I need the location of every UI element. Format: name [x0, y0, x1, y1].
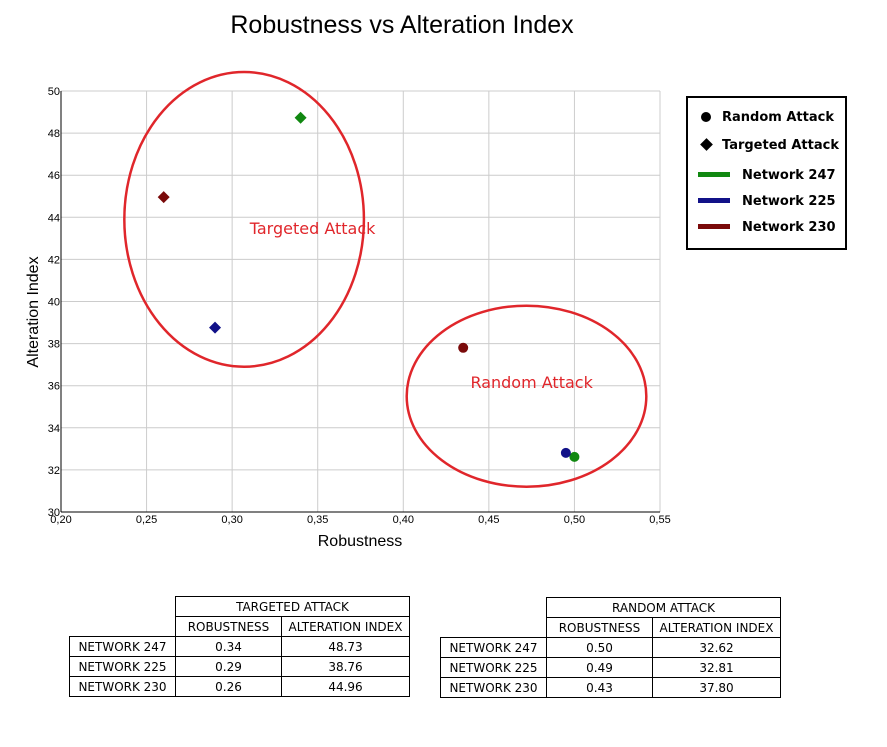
y-tick-label: 44	[48, 212, 60, 224]
table-cell: 0.29	[175, 656, 282, 677]
x-tick-label: 0,35	[307, 514, 328, 526]
y-tick-label: 36	[48, 381, 60, 393]
x-tick-label: 0,50	[564, 514, 585, 526]
column-header: ALTERATION INDEX	[281, 616, 410, 637]
y-tick-label: 42	[48, 254, 60, 266]
annotation-label: Random Attack	[470, 373, 593, 392]
table-row: NETWORK 230 0.26 44.96	[69, 676, 410, 697]
legend-label: Network 225	[742, 193, 836, 209]
data-point-circle	[569, 451, 580, 462]
chart-legend: Random Attack Targeted Attack Network 24…	[686, 96, 847, 250]
y-tick-label: 32	[48, 465, 60, 477]
annotation-label: Targeted Attack	[249, 219, 376, 238]
data-point-circle	[458, 342, 469, 353]
x-tick-label: 0,40	[393, 514, 414, 526]
diamond-marker-icon	[698, 135, 716, 155]
line-swatch-icon	[698, 217, 732, 237]
legend-label: Network 247	[742, 167, 836, 183]
table-row: NETWORK 230 0.43 37.80	[440, 677, 781, 698]
y-tick-label: 38	[48, 339, 60, 351]
row-label: NETWORK 225	[69, 656, 176, 677]
row-label: NETWORK 230	[69, 676, 176, 697]
table-row: NETWORK 247 0.34 48.73	[69, 636, 410, 657]
chart-title: Robustness vs Alteration Index	[230, 11, 574, 39]
annotation-ellipse	[123, 70, 366, 369]
x-tick-label: 0,20	[50, 514, 71, 526]
column-header: ROBUSTNESS	[546, 617, 653, 638]
x-tick-label: 0,45	[478, 514, 499, 526]
table-cell: 44.96	[281, 676, 410, 697]
table-cell: 0.43	[546, 677, 653, 698]
y-tick-label: 48	[48, 128, 60, 140]
x-axis-label: Robustness	[318, 533, 403, 550]
legend-label: Random Attack	[722, 109, 834, 125]
table-row: NETWORK 225 0.49 32.81	[440, 657, 781, 678]
y-tick-label: 34	[48, 423, 60, 435]
y-tick-label: 46	[48, 170, 60, 182]
y-tick-label: 40	[48, 297, 60, 309]
table-cell: 0.50	[546, 637, 653, 658]
scatter-chart: Robustness vs Alteration Index 0,20 0,25 0…	[25, 11, 671, 550]
table-cell: 37.80	[652, 677, 781, 698]
x-tick-label: 0,25	[136, 514, 157, 526]
random-attack-table: RANDOM ATTACK ROBUSTNESS ALTERATION INDE…	[440, 597, 781, 698]
circle-marker-icon	[698, 107, 716, 127]
annotation-ellipse	[405, 304, 648, 488]
data-point-diamond	[209, 321, 222, 334]
x-tick-label: 0,55	[649, 514, 670, 526]
y-tick-label: 30	[48, 507, 60, 519]
legend-label: Targeted Attack	[722, 137, 839, 153]
table-cell: 32.62	[652, 637, 781, 658]
legend-item-network-225: Network 225	[698, 191, 836, 211]
line-swatch-icon	[698, 165, 732, 185]
table-title: RANDOM ATTACK	[546, 597, 781, 618]
table-title: TARGETED ATTACK	[175, 596, 410, 617]
x-tick-label: 0,30	[221, 514, 242, 526]
data-point-diamond	[157, 191, 170, 204]
column-header: ROBUSTNESS	[175, 616, 282, 637]
table-cell: 0.26	[175, 676, 282, 697]
table-row: NETWORK 225 0.29 38.76	[69, 656, 410, 677]
grid-lines	[61, 90, 661, 512]
table-cell: 32.81	[652, 657, 781, 678]
row-label: NETWORK 230	[440, 677, 547, 698]
table-cell: 0.49	[546, 657, 653, 678]
row-label: NETWORK 225	[440, 657, 547, 678]
row-label: NETWORK 247	[69, 636, 176, 657]
axes	[60, 91, 660, 513]
table-cell: 48.73	[281, 636, 410, 657]
data-point-circle	[560, 447, 571, 458]
table-cell: 0.34	[175, 636, 282, 657]
legend-label: Network 230	[742, 219, 836, 235]
legend-item-targeted-attack: Targeted Attack	[698, 135, 839, 155]
y-axis-label: Alteration Index	[25, 256, 42, 367]
line-swatch-icon	[698, 191, 732, 211]
column-header: ALTERATION INDEX	[652, 617, 781, 638]
legend-item-network-247: Network 247	[698, 165, 836, 185]
data-points	[157, 111, 580, 462]
y-tick-label: 50	[48, 86, 60, 98]
table-cell: 38.76	[281, 656, 410, 677]
targeted-attack-table: TARGETED ATTACK ROBUSTNESS ALTERATION IN…	[69, 596, 410, 697]
data-point-diamond	[294, 111, 307, 124]
legend-item-random-attack: Random Attack	[698, 107, 834, 127]
annotations: Targeted Attack Random Attack	[123, 70, 648, 488]
table-row: NETWORK 247 0.50 32.62	[440, 637, 781, 658]
tick-labels: 0,20 0,25 0,30 0,35 0,40 0,45 0,50 0,55 30 32 34 36…	[48, 86, 671, 526]
row-label: NETWORK 247	[440, 637, 547, 658]
legend-item-network-230: Network 230	[698, 217, 836, 237]
